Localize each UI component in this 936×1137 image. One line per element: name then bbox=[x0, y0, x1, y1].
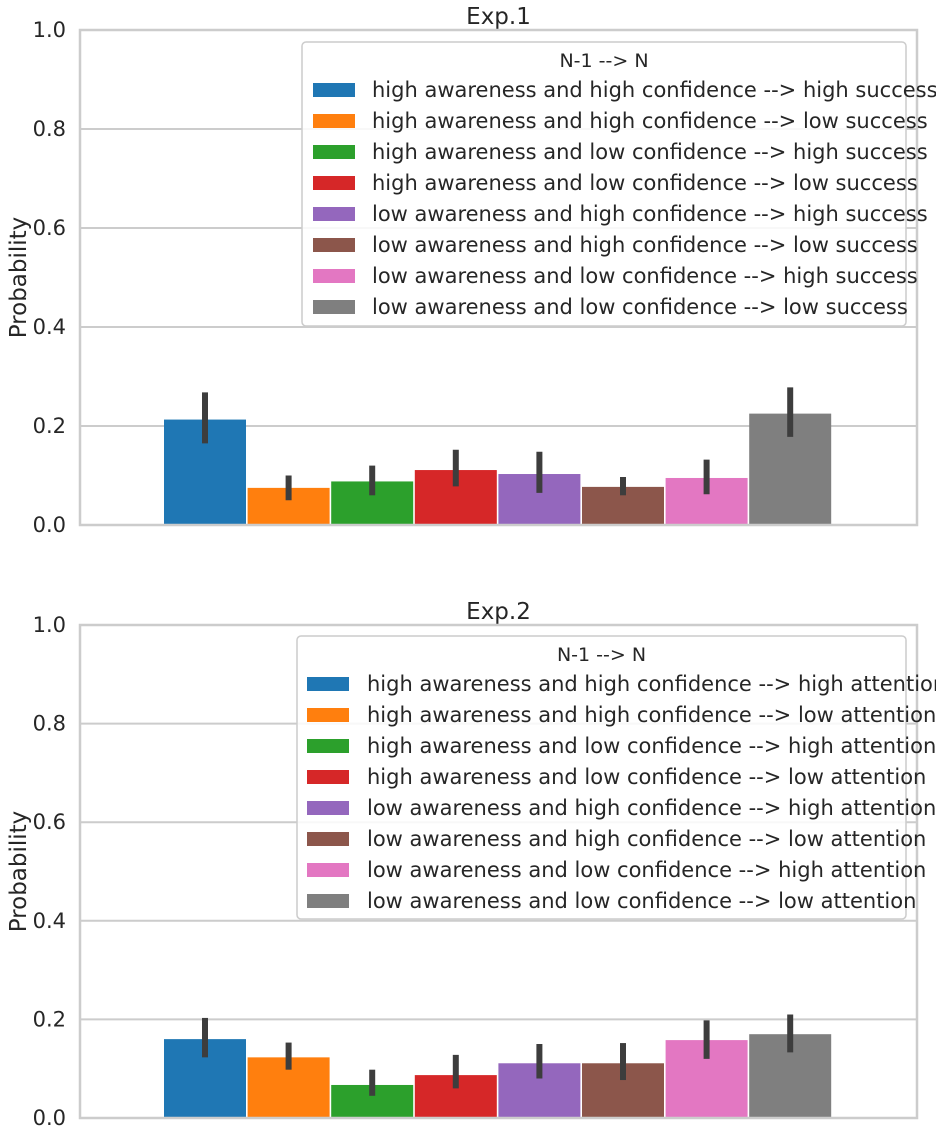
legend-swatch bbox=[313, 176, 355, 190]
legend-entry: low awareness and low confidence --> low… bbox=[372, 295, 908, 319]
legend: N-1 --> N high awareness and high confide… bbox=[296, 635, 936, 920]
y-tick-label: 0.8 bbox=[33, 117, 66, 141]
legend-entry: high awareness and high confidence --> l… bbox=[367, 703, 936, 727]
axes-frame bbox=[78, 28, 919, 527]
bars bbox=[164, 1014, 832, 1118]
legend-entry: high awareness and low confidence --> hi… bbox=[372, 140, 928, 164]
legend-entry: low awareness and high confidence --> hi… bbox=[372, 202, 928, 226]
y-axis-label: Probability bbox=[6, 217, 32, 339]
legend: N-1 --> N high awareness and high confide… bbox=[301, 41, 936, 327]
y-tick-label: 0.4 bbox=[33, 315, 66, 339]
axes-frame bbox=[78, 623, 919, 1120]
legend-entry: high awareness and low confidence --> hi… bbox=[367, 734, 936, 758]
y-tick-label: 0.0 bbox=[33, 513, 66, 537]
legend-swatch bbox=[313, 114, 355, 128]
legend-swatch bbox=[307, 708, 349, 722]
y-tick-label: 0.6 bbox=[33, 216, 66, 240]
y-tick-label: 0.6 bbox=[33, 810, 66, 834]
y-tick-label: 0.0 bbox=[33, 1106, 66, 1130]
legend-swatch bbox=[313, 207, 355, 221]
legend-entry: low awareness and low confidence --> hig… bbox=[372, 264, 918, 288]
legend-swatch bbox=[313, 238, 355, 252]
legend-entry: low awareness and high confidence --> hi… bbox=[367, 796, 936, 820]
legend-title: N-1 --> N bbox=[557, 644, 646, 666]
legend-swatch bbox=[313, 145, 355, 159]
y-tick-label: 0.2 bbox=[33, 1007, 66, 1031]
legend-swatch bbox=[307, 832, 349, 846]
y-axis-label: Probability bbox=[6, 811, 32, 933]
legend-entry: high awareness and high confidence --> l… bbox=[372, 109, 928, 133]
legend-entry: low awareness and high confidence --> lo… bbox=[372, 233, 918, 257]
legend-swatch bbox=[313, 83, 355, 97]
bars bbox=[164, 387, 832, 525]
chart-title: Exp.2 bbox=[466, 599, 531, 625]
legend-frame bbox=[296, 635, 907, 920]
legend-swatch bbox=[307, 739, 349, 753]
legend-entry: low awareness and low confidence --> hig… bbox=[367, 858, 926, 882]
y-tick-label: 1.0 bbox=[33, 613, 66, 637]
y-tick-label: 0.2 bbox=[33, 414, 66, 438]
legend-entry: high awareness and low confidence --> lo… bbox=[372, 171, 918, 195]
legend-swatch bbox=[307, 801, 349, 815]
legend-entry: high awareness and high confidence --> h… bbox=[372, 78, 936, 102]
panel-exp1: Exp.1 Probability 0.0 0.2 0.4 0.6 0.8 1.0 N-1 … bbox=[6, 4, 936, 537]
legend-frame bbox=[301, 41, 907, 327]
legend-entry: low awareness and low confidence --> low… bbox=[367, 889, 916, 913]
legend-title: N-1 --> N bbox=[559, 50, 648, 72]
legend-entry: high awareness and high confidence --> h… bbox=[367, 672, 936, 696]
legend-swatch bbox=[307, 863, 349, 877]
legend-entry: high awareness and low confidence --> lo… bbox=[367, 765, 926, 789]
y-tick-label: 1.0 bbox=[33, 18, 66, 42]
legend-swatch bbox=[313, 269, 355, 283]
y-tick-label: 0.8 bbox=[33, 712, 66, 736]
legend-swatch bbox=[313, 300, 355, 314]
legend-entry: low awareness and high confidence --> lo… bbox=[367, 827, 926, 851]
y-tick-label: 0.4 bbox=[33, 909, 66, 933]
chart-title: Exp.1 bbox=[466, 4, 531, 30]
panel-exp2: Exp.2 Probability 0.0 0.2 0.4 0.6 0.8 1.0 N-1 … bbox=[6, 599, 936, 1130]
legend-swatch bbox=[307, 894, 349, 908]
legend-swatch bbox=[307, 770, 349, 784]
legend-swatch bbox=[307, 677, 349, 691]
